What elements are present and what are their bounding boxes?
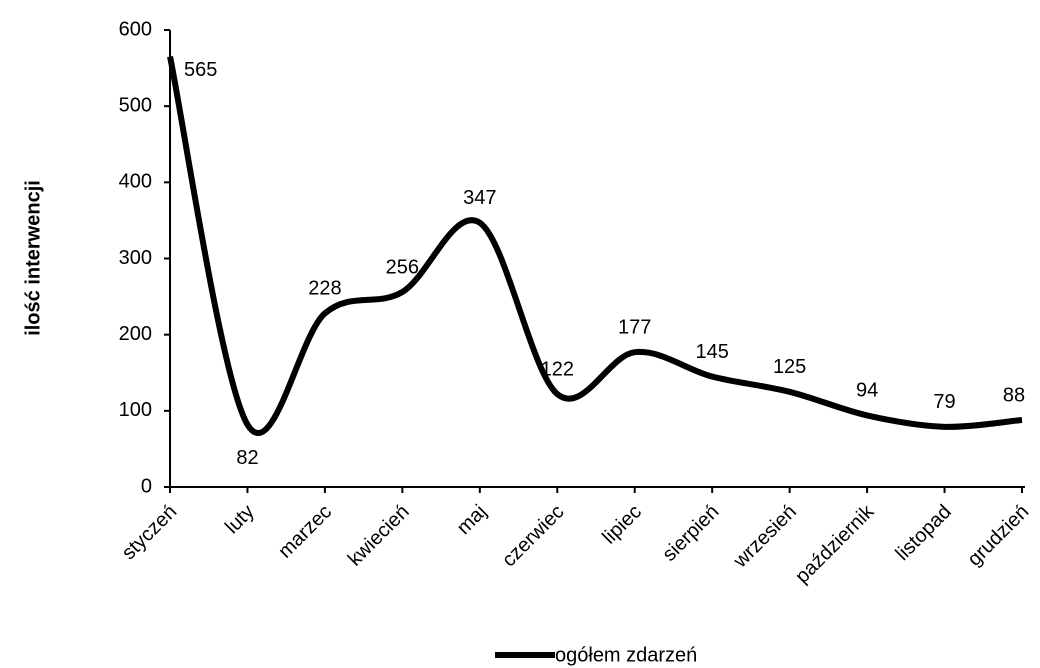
data-label: 94 — [856, 380, 878, 402]
data-label: 79 — [933, 391, 955, 413]
x-tick-label: październik — [791, 500, 879, 588]
data-label: 145 — [695, 341, 728, 363]
y-tick-label: 400 — [119, 171, 152, 193]
line — [167, 56, 1023, 437]
data-label: 125 — [773, 356, 806, 378]
y-tick-label: 600 — [119, 18, 152, 40]
data-label: 88 — [1003, 384, 1025, 406]
x-tick-label: wrzesień — [729, 501, 801, 573]
y-tick-label: 300 — [119, 247, 152, 269]
x-tick-label: kwiecień — [344, 501, 414, 571]
legend-label: ogółem zdarzeń — [555, 644, 697, 666]
y-axis-title: ilość interwencji — [22, 180, 44, 336]
x-tick-label: grudzień — [963, 501, 1033, 571]
x-tick-label: marzec — [274, 501, 336, 563]
data-label: 82 — [236, 447, 258, 469]
x-tick-label: listopad — [892, 501, 956, 565]
x-tick-label: sierpień — [658, 501, 723, 566]
x-tick-label: maj — [453, 501, 491, 539]
y-tick-label: 500 — [119, 94, 152, 116]
x-tick-label: styczeń — [118, 501, 182, 565]
data-label: 256 — [386, 256, 419, 278]
data-label: 228 — [308, 278, 341, 300]
y-tick-label: 0 — [141, 475, 152, 497]
data-label: 565 — [184, 59, 217, 81]
data-label: 177 — [618, 316, 651, 338]
x-tick-label: luty — [221, 501, 259, 539]
data-label: 347 — [463, 187, 496, 209]
data-label: 122 — [541, 358, 574, 380]
y-tick-label: 100 — [119, 399, 152, 421]
y-tick-label: 200 — [119, 323, 152, 345]
x-tick-label: czerwiec — [498, 501, 569, 572]
x-tick-label: lipiec — [598, 501, 646, 549]
